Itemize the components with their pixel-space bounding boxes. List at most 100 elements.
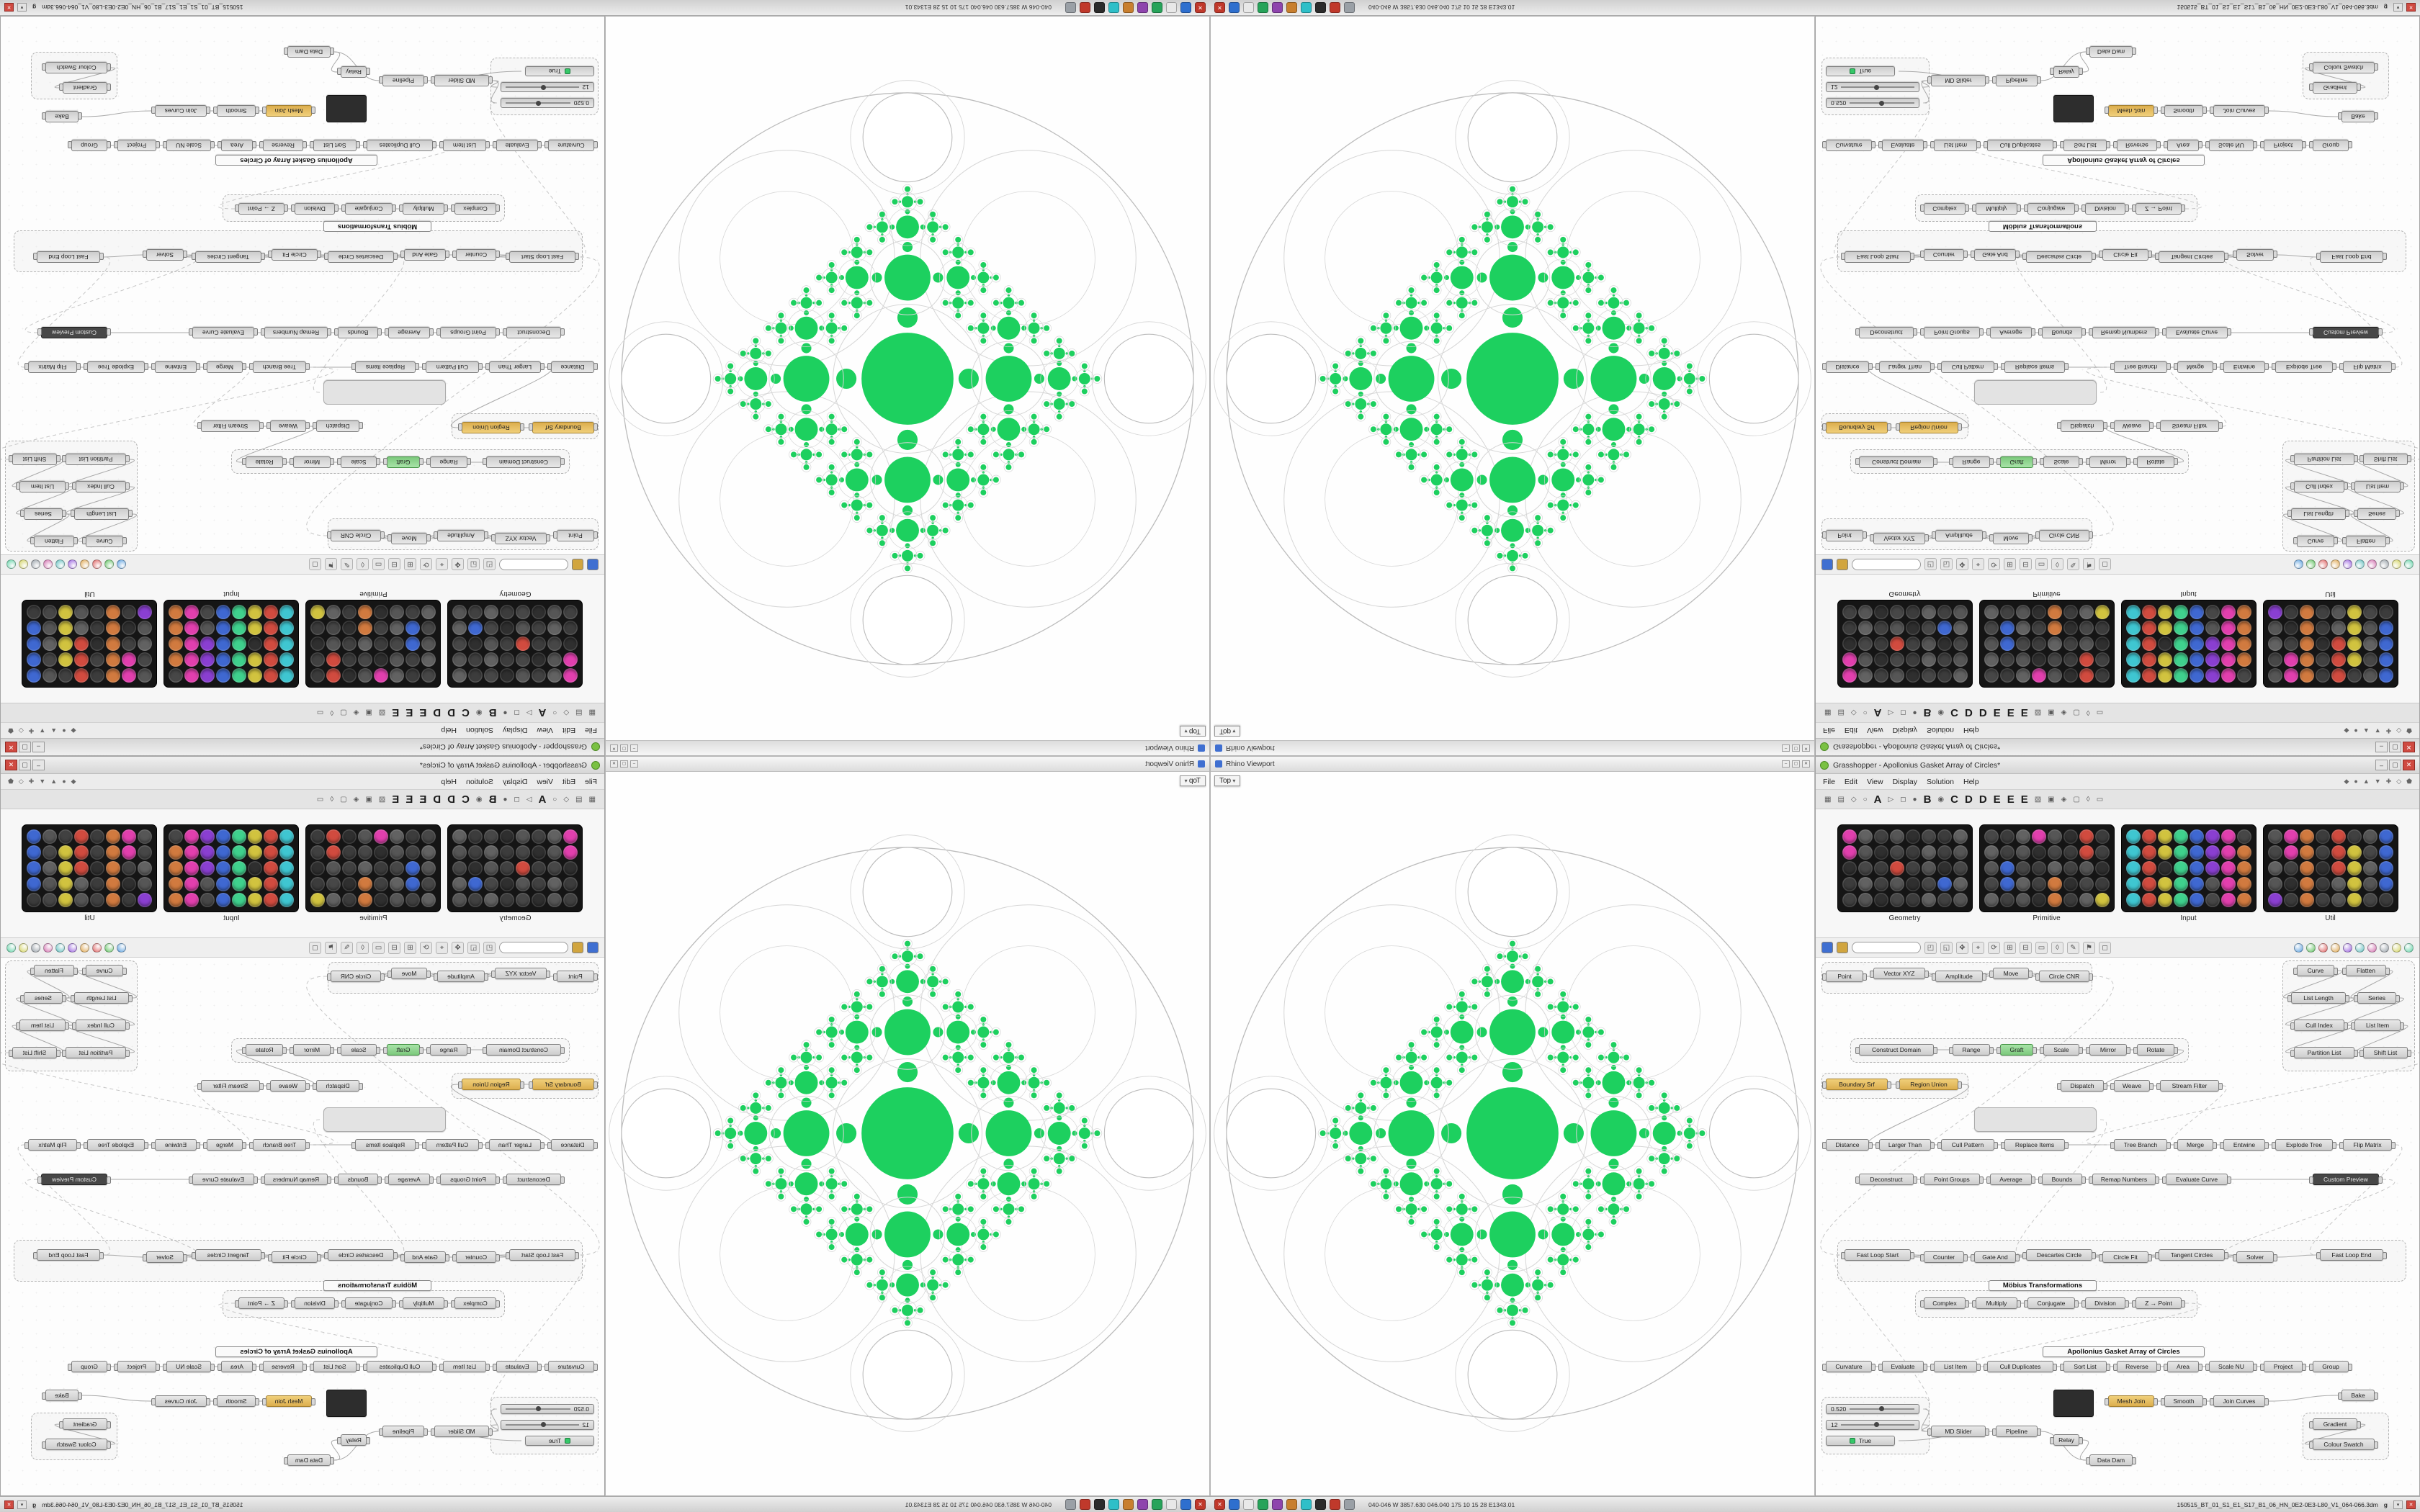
component-icon[interactable]	[2189, 877, 2204, 891]
component-icon[interactable]	[74, 652, 89, 667]
gh-component[interactable]: Range	[1949, 1044, 1994, 1056]
file-tool-icon[interactable]	[587, 559, 599, 570]
gh-component[interactable]: Multiply	[403, 203, 444, 215]
toolbar-icon-button[interactable]: ○	[1863, 708, 1868, 717]
viewport-minimize-button[interactable]: –	[630, 744, 638, 752]
gh-component[interactable]: Area	[2167, 140, 2199, 151]
component-icon[interactable]	[2063, 605, 2078, 619]
toolbar-icon-button[interactable]: ●	[503, 708, 508, 717]
component-icon[interactable]	[169, 605, 184, 619]
gh-component[interactable]: Evaluate	[496, 140, 538, 151]
component-icon[interactable]	[200, 668, 215, 683]
component-icon[interactable]	[169, 829, 184, 844]
gh-component[interactable]: Larger Than	[489, 361, 541, 373]
gh-component[interactable]: Point	[1822, 971, 1867, 982]
component-icon[interactable]	[390, 861, 405, 876]
component-icon[interactable]	[1984, 652, 1999, 667]
component-icon[interactable]	[1857, 861, 1873, 876]
component-icon[interactable]	[2094, 621, 2110, 635]
canvas-tool-icon[interactable]: ✎	[2067, 941, 2079, 954]
canvas-tool-icon[interactable]: ⊟	[388, 558, 400, 571]
component-icon[interactable]	[42, 893, 58, 907]
component-icon[interactable]	[358, 621, 373, 635]
component-icon[interactable]	[264, 861, 279, 876]
gh-component[interactable]: Curvature	[1826, 140, 1872, 151]
component-icon[interactable]	[500, 636, 515, 651]
component-icon[interactable]	[310, 668, 326, 683]
component-icon[interactable]	[1905, 636, 1920, 651]
gh-component[interactable]: Series	[24, 508, 63, 520]
component-icon[interactable]	[2094, 829, 2110, 844]
component-icon[interactable]	[452, 829, 467, 844]
component-icon[interactable]	[405, 861, 421, 876]
toolbar-icon-button[interactable]: ▣	[365, 708, 372, 717]
component-icon[interactable]	[452, 668, 467, 683]
component-icon[interactable]	[2378, 829, 2393, 844]
gh-component[interactable]: Multiply	[1972, 1297, 2021, 1309]
viewport-minimize-button[interactable]: –	[1782, 744, 1790, 752]
gh-component[interactable]: Scale	[341, 1044, 377, 1056]
component-icon[interactable]	[200, 861, 215, 876]
component-icon[interactable]	[1857, 877, 1873, 891]
toolbar-letter-button[interactable]: B	[488, 706, 497, 719]
component-icon[interactable]	[248, 829, 263, 844]
component-icon[interactable]	[2157, 829, 2172, 844]
viewport-canvas[interactable]: Top	[606, 772, 1209, 1495]
component-icon[interactable]	[74, 636, 89, 651]
toolbar-letter-button[interactable]: A	[538, 793, 547, 806]
component-icon[interactable]	[2315, 636, 2330, 651]
component-icon[interactable]	[2267, 845, 2282, 860]
gh-component[interactable]: Flip Matrix	[2343, 361, 2392, 373]
group-label[interactable]: Möbius Transformations	[1989, 1280, 2097, 1291]
component-icon[interactable]	[468, 668, 483, 683]
menubar-tool-icon[interactable]: ◆	[2344, 727, 2349, 734]
taskbar-app-icon[interactable]	[1315, 1499, 1326, 1510]
component-icon[interactable]	[2315, 668, 2330, 683]
display-mode-icon[interactable]	[80, 559, 89, 570]
component-icon[interactable]	[2299, 605, 2314, 619]
component-icon[interactable]	[264, 845, 279, 860]
toolbar-letter-button[interactable]: E	[1993, 706, 2001, 719]
component-icon[interactable]	[2315, 893, 2330, 907]
component-icon[interactable]	[1873, 845, 1888, 860]
component-icon[interactable]	[310, 652, 326, 667]
toolbar-icon-button[interactable]: ◻	[514, 708, 520, 717]
component-icon[interactable]	[1953, 605, 1968, 619]
gh-component[interactable]: Flip Matrix	[28, 361, 77, 373]
component-icon[interactable]	[1937, 636, 1952, 651]
gh-component[interactable]: Dispatch	[316, 1080, 359, 1092]
gh-component[interactable]: Fast Loop End	[2316, 1249, 2387, 1261]
component-icon[interactable]	[1873, 893, 1888, 907]
component-icon[interactable]	[326, 652, 341, 667]
display-mode-icon[interactable]	[117, 942, 126, 953]
component-icon[interactable]	[405, 621, 421, 635]
component-icon[interactable]	[342, 861, 357, 876]
toolbar-icon-button[interactable]: ◇	[563, 795, 570, 804]
component-icon[interactable]	[1937, 605, 1952, 619]
gh-component[interactable]: Entwine	[2223, 361, 2265, 373]
component-icon[interactable]	[2125, 668, 2141, 683]
component-icon[interactable]	[248, 605, 263, 619]
canvas-tool-icon[interactable]: ⚑	[325, 941, 337, 954]
gh-component[interactable]: Tree Branch	[253, 361, 306, 373]
gh-component[interactable]: Average	[388, 1174, 430, 1185]
menubar-tool-icon[interactable]: ◆	[71, 727, 76, 734]
display-mode-icon[interactable]	[92, 942, 102, 953]
component-icon[interactable]	[1857, 605, 1873, 619]
toolbar-icon-button[interactable]: ◻	[514, 795, 520, 804]
component-icon[interactable]	[390, 877, 405, 891]
gh-component[interactable]: Division	[295, 203, 335, 215]
statusbar-button[interactable]: ▾	[2393, 1500, 2403, 1509]
gh-component[interactable]: MD Slider	[434, 1426, 489, 1437]
component-icon[interactable]	[232, 893, 247, 907]
component-icon[interactable]	[2236, 845, 2251, 860]
toolbar-icon-button[interactable]: ●	[503, 795, 508, 804]
component-icon[interactable]	[563, 636, 578, 651]
gh-component[interactable]: Curvature	[548, 1361, 594, 1372]
taskbar-app-icon[interactable]	[1315, 2, 1326, 13]
component-icon[interactable]	[2331, 605, 2346, 619]
component-icon[interactable]	[532, 893, 547, 907]
component-icon[interactable]	[2347, 668, 2362, 683]
component-icon[interactable]	[2283, 636, 2298, 651]
component-icon[interactable]	[2047, 668, 2062, 683]
